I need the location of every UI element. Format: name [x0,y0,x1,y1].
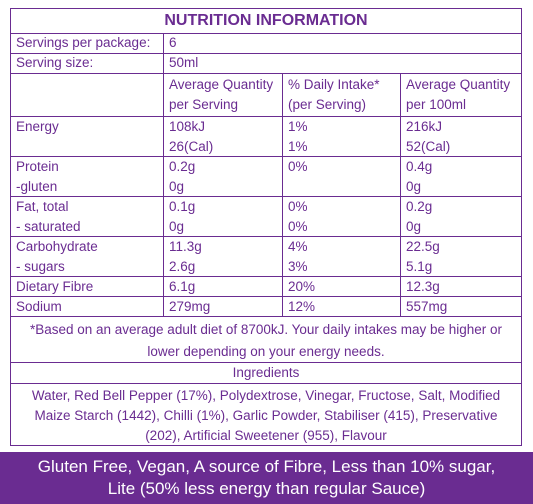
row-divider [11,296,521,297]
nutrient-label: Dietary Fibre [16,279,94,294]
per-serving-value: 0.2g [169,159,196,174]
per-serving-value: 11.3g [169,239,202,254]
daily-intake-value: 1% [288,139,308,154]
nutrient-label: Protein [16,159,59,174]
header-per-100-2: per 100ml [406,97,467,112]
per-100ml-value: 52(Cal) [406,139,451,154]
daily-intake-value: 0% [288,159,308,174]
per-100ml-value: 0g [406,179,422,194]
row-divider [11,236,521,237]
divider [11,383,521,384]
row-divider [11,196,521,197]
serving-size-value: 50ml [169,55,199,70]
per-serving-value: 0.1g [169,199,196,214]
ingredients-line-3: (202), Artificial Sweetener (955), Flavo… [145,428,387,443]
daily-intake-value: 4% [288,239,308,254]
per-serving-value: 6.1g [169,279,196,294]
nutrient-label: Energy [16,119,59,134]
header-per-serving-1: Average Quantity [169,77,274,92]
per-100ml-value: 5.1g [406,259,433,274]
daily-intake-value: 0% [288,199,308,214]
header-per-100-1: Average Quantity [406,77,511,92]
panel-title: NUTRITION INFORMATION [164,12,368,29]
column-divider [400,73,401,316]
header-per-serving-2: per Serving [169,97,239,112]
per-100ml-value: 0g [406,219,422,234]
daily-intake-value: 1% [288,119,308,134]
nutrient-label: Carbohydrate [16,239,98,254]
column-divider [163,33,164,73]
per-serving-value: 26(Cal) [169,139,214,154]
ingredients-line-1: Water, Red Bell Pepper (17%), Polydextro… [31,388,501,403]
footnote-line-2: lower depending on your energy needs. [147,344,385,359]
header-daily-1: % Daily Intake* [288,77,380,92]
daily-intake-value: 3% [288,259,308,274]
servings-value: 6 [169,35,177,50]
row-divider [11,156,521,157]
nutrition-panel: NUTRITION INFORMATION Servings per packa… [10,8,522,446]
divider [11,316,521,317]
footnote-line-1: *Based on an average adult diet of 8700k… [29,322,503,337]
per-100ml-value: 0.4g [406,159,433,174]
nutrient-label: Sodium [16,299,62,314]
per-serving-value: 0g [169,179,185,194]
per-serving-value: 108kJ [169,119,206,134]
nutrient-label: - saturated [16,219,81,234]
divider [11,73,521,74]
per-100ml-value: 22.5g [406,239,440,254]
ingredients-heading: Ingredients [232,365,300,380]
divider [11,33,521,34]
banner-line-1: Gluten Free, Vegan, A source of Fibre, L… [37,457,496,476]
daily-intake-value: 12% [288,299,316,314]
per-100ml-value: 12.3g [406,279,440,294]
per-serving-value: 0g [169,219,185,234]
per-100ml-value: 557mg [406,299,448,314]
ingredients-line-2: Maize Starch (1442), Chilli (1%), Garlic… [34,408,498,423]
per-100ml-value: 216kJ [406,119,443,134]
serving-size-label: Serving size: [16,55,94,70]
column-divider [282,73,283,316]
nutrient-label: Fat, total [16,199,69,214]
column-divider [163,73,164,316]
divider [11,362,521,363]
header-daily-2: (per Serving) [288,97,367,112]
per-serving-value: 2.6g [169,259,196,274]
daily-intake-value: 0% [288,219,308,234]
claims-banner: Gluten Free, Vegan, A source of Fibre, L… [0,452,533,504]
daily-intake-value: 20% [288,279,316,294]
divider [11,116,521,117]
row-divider [11,276,521,277]
servings-label: Servings per package: [16,35,151,50]
nutrient-label: -gluten [16,179,58,194]
divider [11,53,521,54]
nutrient-label: - sugars [16,259,65,274]
per-serving-value: 279mg [169,299,211,314]
banner-line-2: Lite (50% less energy than regular Sauce… [107,479,426,498]
per-100ml-value: 0.2g [406,199,433,214]
